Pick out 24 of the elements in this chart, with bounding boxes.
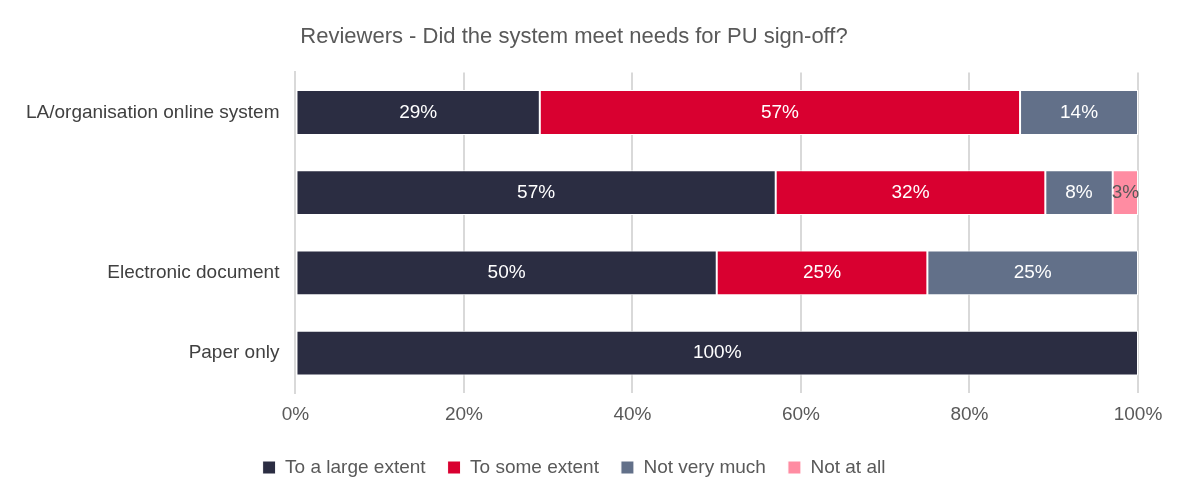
legend-label: Not very much — [643, 455, 766, 477]
data-label: 29% — [399, 100, 438, 122]
data-label: 32% — [891, 180, 930, 202]
x-tick-label: 0% — [281, 402, 310, 424]
y-tick-label: Paper only — [188, 341, 280, 363]
data-label: 100% — [692, 341, 742, 363]
data-label: 8% — [1065, 180, 1093, 202]
data-label: 14% — [1060, 100, 1099, 122]
legend-label: To some extent — [470, 455, 600, 477]
legend-label: Not at all — [810, 455, 886, 477]
x-tick-label: 80% — [950, 402, 989, 424]
legend-label: To a large extent — [285, 455, 427, 477]
data-label: 50% — [487, 261, 526, 283]
x-tick-label: 40% — [613, 402, 652, 424]
y-tick-label: Electronic document — [107, 261, 281, 283]
x-tick-label: 60% — [781, 402, 821, 424]
x-tick-label: 20% — [444, 402, 484, 424]
chart-title: Reviewers - Did the system meet needs for PU sign-off? — [300, 23, 848, 49]
x-tick-label: 100% — [1113, 402, 1163, 424]
data-label: 57% — [517, 180, 556, 202]
data-label: 25% — [1013, 261, 1052, 283]
y-tick-label: LA/organisation online system — [25, 100, 280, 122]
data-label: 57% — [760, 100, 800, 122]
data-label: 25% — [803, 261, 842, 283]
